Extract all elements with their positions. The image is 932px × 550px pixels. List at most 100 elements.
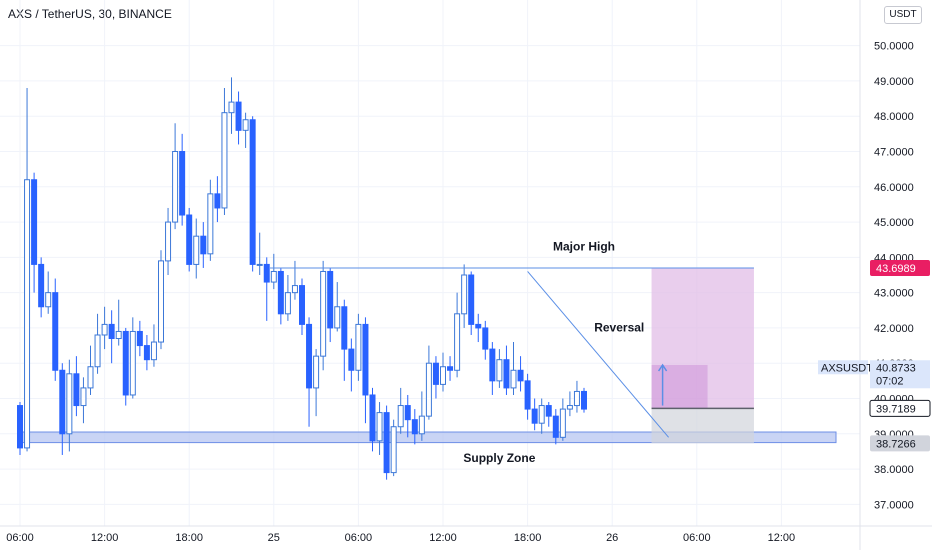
- candle-body: [376, 412, 383, 442]
- x-tick-label: 26: [606, 532, 618, 544]
- candle-body: [45, 292, 52, 308]
- candle-body: [489, 348, 496, 382]
- currency-unit-button[interactable]: USDT: [884, 6, 922, 24]
- candle-body: [80, 387, 87, 407]
- zones-layer: [18, 267, 837, 444]
- supply-price-tag-text: 38.7266: [876, 438, 916, 450]
- candle-body: [249, 119, 256, 265]
- candle-body: [179, 151, 186, 216]
- y-tick-label: 37.0000: [874, 499, 914, 511]
- candle-body: [313, 355, 320, 389]
- reversal-arrow-head: [657, 363, 668, 372]
- candle-body: [320, 270, 327, 357]
- candle-body: [291, 285, 298, 294]
- supply-price-tag: 38.7266: [870, 435, 930, 452]
- candle-body: [447, 366, 454, 371]
- symbol-price-bg: [870, 360, 930, 389]
- major-high-tag-text: 43.6989: [876, 263, 916, 275]
- candle-body: [306, 323, 313, 389]
- x-tick-label: 18:00: [514, 532, 542, 544]
- candle-body: [186, 214, 193, 265]
- symbol-name-bg: [818, 360, 868, 375]
- candles-layer: [17, 77, 587, 480]
- candle-body: [369, 394, 376, 442]
- candle-body: [397, 405, 404, 428]
- candle-body: [172, 151, 179, 223]
- candle-body: [270, 270, 277, 283]
- candle-body: [383, 412, 390, 474]
- y-tick-label: 49.0000: [874, 76, 914, 88]
- drawings-layer: Major High Reversal Supply Zone: [270, 239, 754, 465]
- candle-body: [355, 323, 362, 371]
- candle-body: [87, 366, 94, 389]
- candle-body: [242, 119, 249, 131]
- candle-body: [108, 323, 115, 340]
- y-tick-label: 42.0000: [874, 323, 914, 335]
- candle-body: [418, 415, 425, 435]
- candle-body: [517, 369, 524, 382]
- candle-body: [200, 235, 207, 255]
- supply-price-tag-bg: [870, 435, 930, 452]
- candle-body: [214, 193, 221, 209]
- x-tick-label: 18:00: [175, 532, 203, 544]
- candle-body: [165, 221, 172, 262]
- x-tick-label: 12:00: [91, 532, 119, 544]
- candle-body: [228, 101, 235, 114]
- grid-lines: [0, 0, 860, 526]
- annotation-label: Supply Zone: [463, 451, 535, 465]
- y-tick-label: 47.0000: [874, 147, 914, 159]
- candle-body: [334, 306, 341, 329]
- trendline: [527, 271, 669, 438]
- candle-body: [101, 323, 108, 336]
- annotation-label: Reversal: [594, 320, 644, 334]
- candle-body: [299, 285, 305, 325]
- candle-body: [559, 408, 566, 438]
- candle-body: [503, 359, 510, 389]
- candle-body: [411, 419, 418, 435]
- stop-zone: [651, 408, 754, 444]
- candle-body: [552, 415, 559, 438]
- y-tick-label: 45.0000: [874, 217, 914, 229]
- candle-body: [143, 345, 150, 361]
- y-tick-label: 46.0000: [874, 182, 914, 194]
- candle-body: [468, 274, 475, 325]
- candle-body: [235, 101, 242, 131]
- candle-body: [158, 260, 164, 343]
- candle-body: [538, 405, 545, 424]
- symbol-name: AXSUSDT: [821, 362, 873, 374]
- major-high-tag-bg: [870, 259, 930, 276]
- candle-body: [277, 270, 284, 315]
- candle-body: [475, 323, 482, 329]
- candle-body: [122, 330, 129, 396]
- time-axis[interactable]: 06:00 12:00 18:00 25 06:00 12:00 18:00 26 06:00 1…: [0, 525, 932, 544]
- candle-body: [38, 263, 45, 308]
- candle-body: [432, 362, 439, 385]
- x-tick-label: 06:00: [345, 532, 373, 544]
- candle-body: [129, 330, 136, 396]
- x-tick-label: 06:00: [683, 532, 711, 544]
- candle-body: [221, 112, 228, 209]
- candle-body: [573, 390, 580, 407]
- major-high-tag: 43.6989: [870, 259, 930, 276]
- current-price-tag: 39.7189: [869, 399, 931, 417]
- candle-body: [207, 193, 214, 255]
- candle-body: [566, 405, 573, 410]
- candle-body: [348, 348, 355, 371]
- candle-body: [136, 330, 143, 347]
- candle-body: [482, 327, 489, 350]
- candle-body: [454, 313, 461, 371]
- candle-body: [31, 179, 38, 265]
- candle-body: [17, 405, 23, 449]
- symbol-price: 40.8733: [876, 362, 916, 374]
- candle-body: [327, 270, 334, 329]
- candle-body: [284, 292, 291, 315]
- candle-body: [193, 235, 200, 265]
- candle-body: [52, 292, 59, 371]
- candle-body: [545, 405, 552, 417]
- candle-body: [390, 426, 397, 474]
- candle-body: [581, 390, 587, 410]
- candle-body: [73, 373, 80, 407]
